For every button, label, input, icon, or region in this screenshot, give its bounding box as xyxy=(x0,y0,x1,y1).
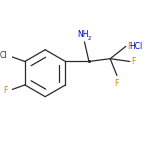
Text: F: F xyxy=(128,42,132,51)
Text: NH: NH xyxy=(78,30,89,39)
Text: F: F xyxy=(131,57,136,66)
Text: HCl: HCl xyxy=(129,42,142,52)
Text: F: F xyxy=(115,79,119,88)
Text: 2: 2 xyxy=(88,36,91,41)
Text: F: F xyxy=(4,86,8,95)
Text: Cl: Cl xyxy=(0,51,8,60)
